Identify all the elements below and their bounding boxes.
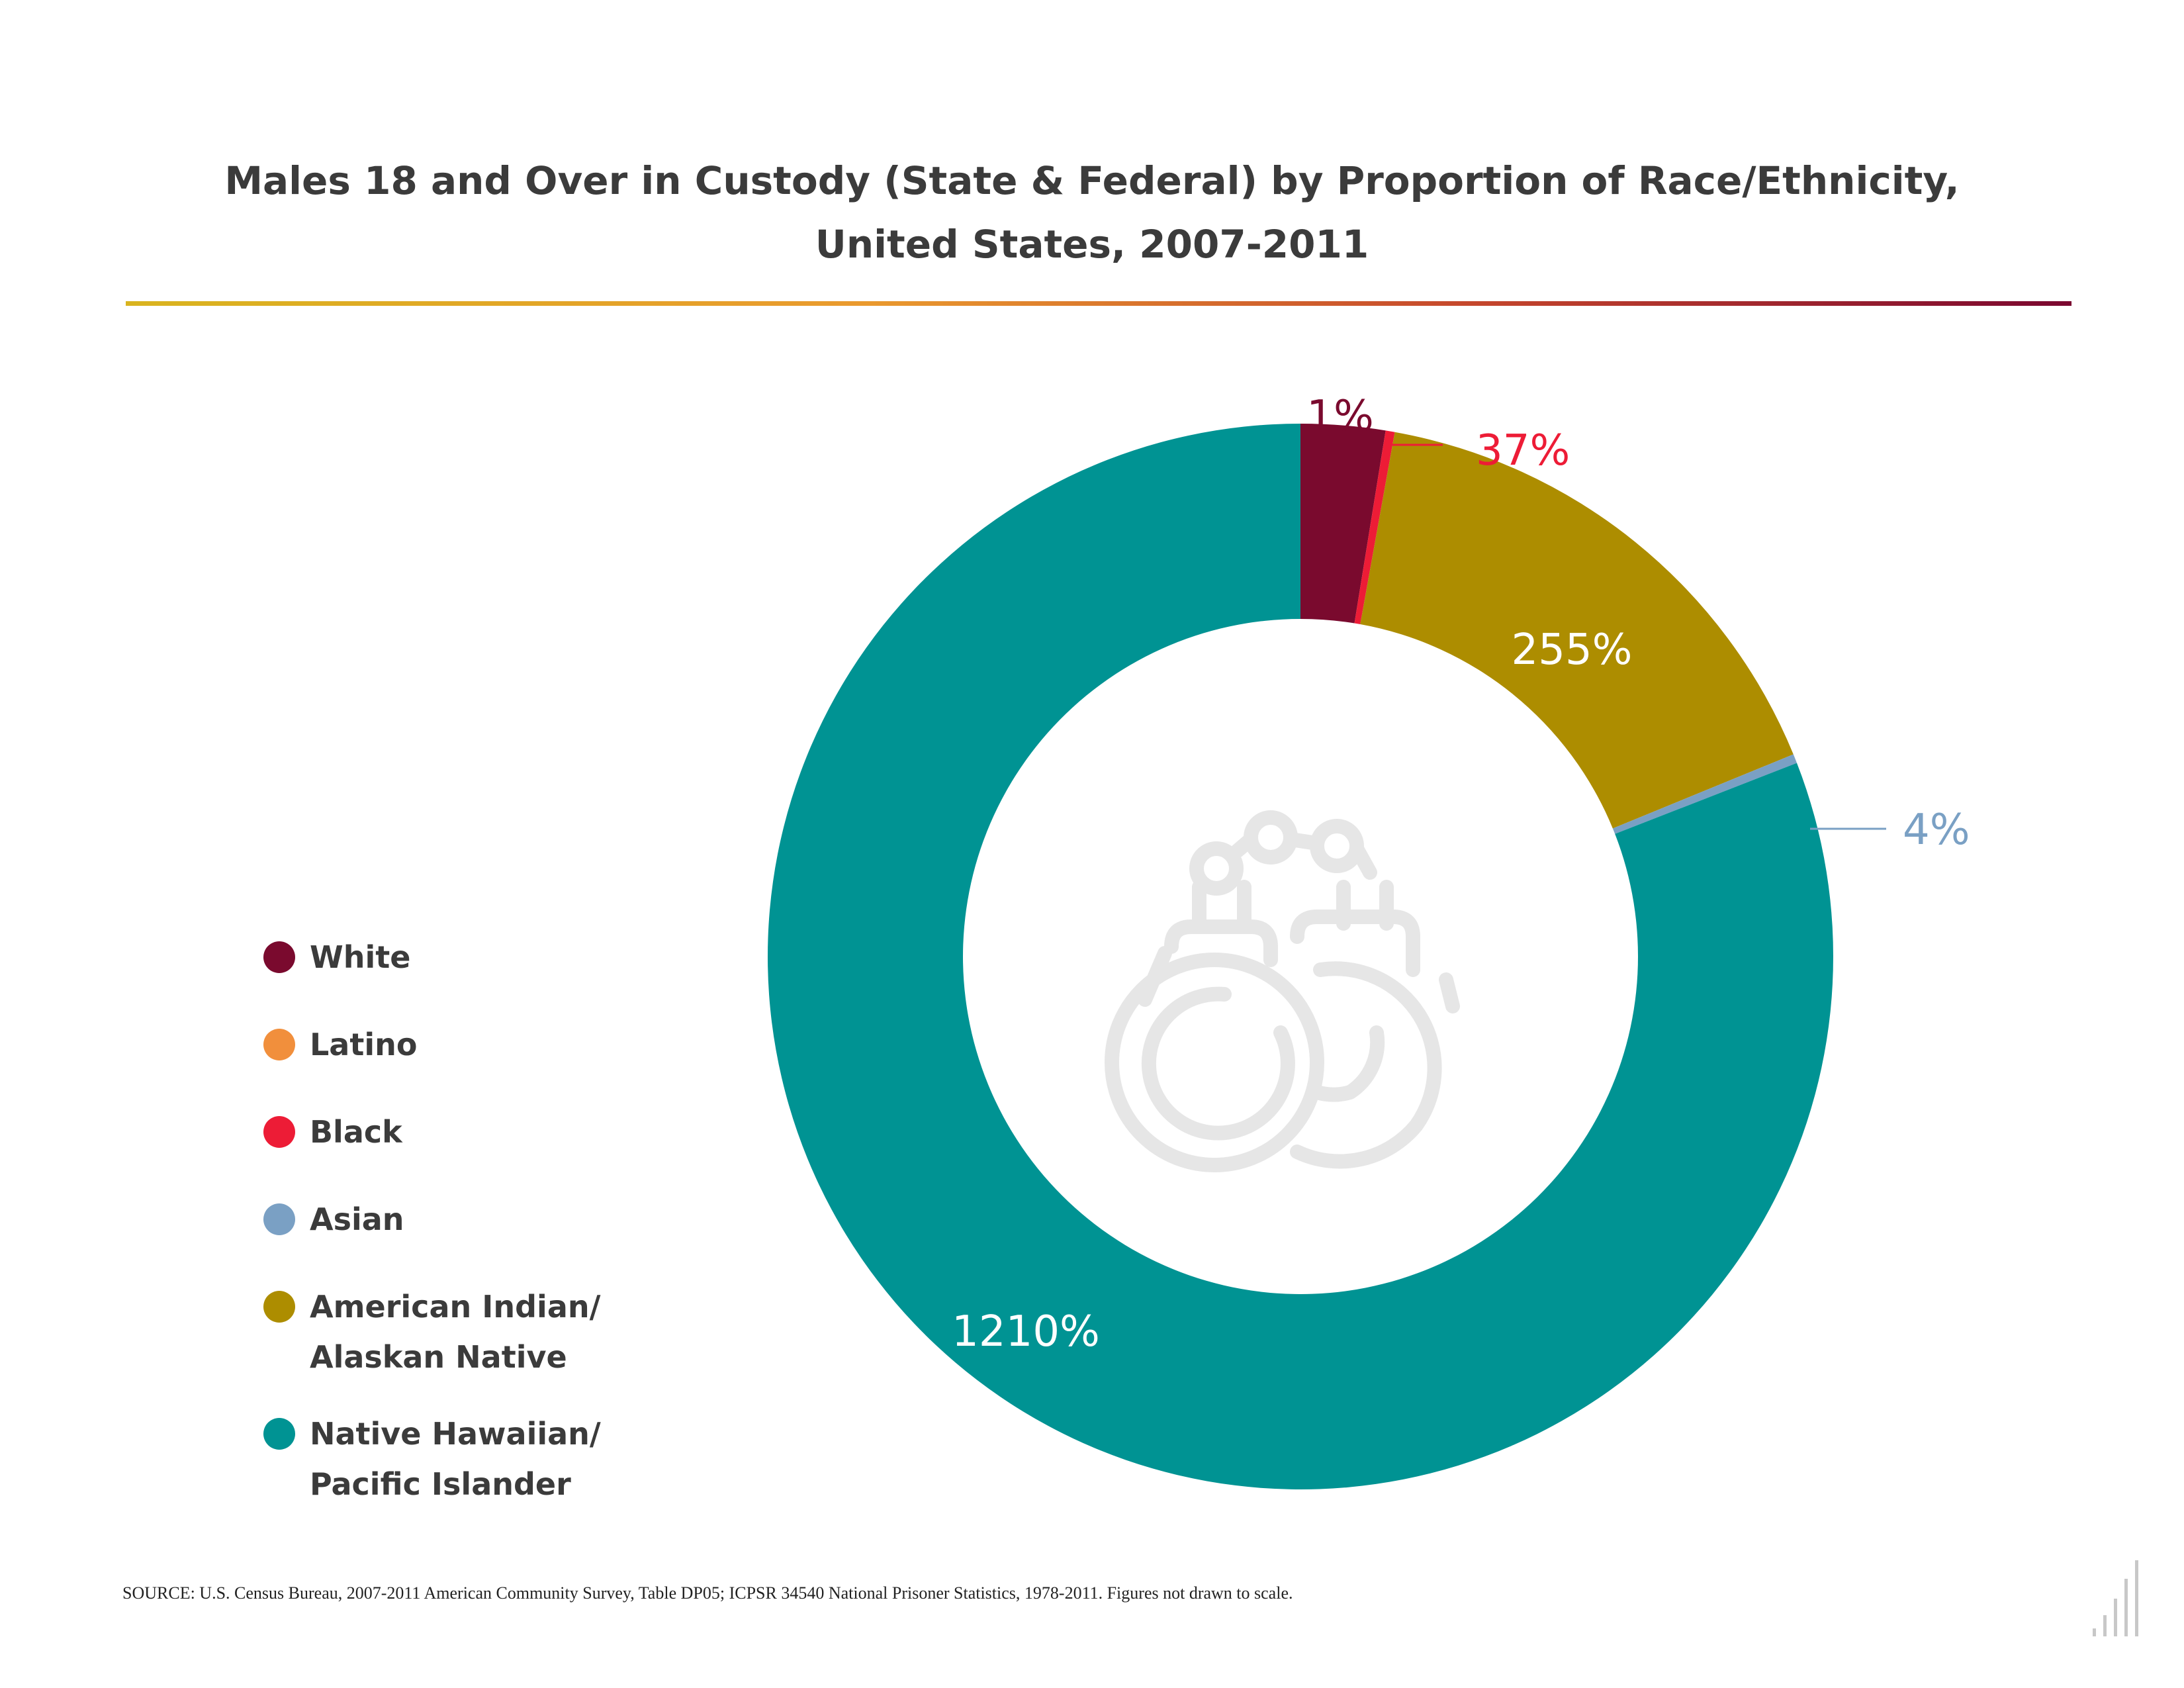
- legend-swatch: [263, 941, 295, 973]
- legend-label: Asian: [310, 1201, 404, 1237]
- legend-swatch: [263, 1203, 295, 1235]
- slice-american-indian-alaskan-native: [1360, 432, 1794, 829]
- handcuffs-icon: [1105, 810, 1460, 1172]
- legend-label: Latino: [310, 1027, 418, 1062]
- slice-white: [1300, 424, 1386, 624]
- legend-swatch: [263, 1291, 295, 1323]
- legend-label: Black: [310, 1114, 402, 1150]
- slice-label: 255%: [1512, 626, 1633, 675]
- title-divider: [126, 301, 2071, 306]
- legend-label: Native Hawaiian/Pacific Islander: [310, 1416, 601, 1502]
- chart-title-line-2: United States, 2007-2011: [815, 222, 1369, 267]
- slice-native-hawaiian-pacific-islander: [768, 424, 1833, 1489]
- bar-logo-icon: [2093, 1560, 2138, 1636]
- slice-label: 37%: [1476, 426, 1570, 475]
- slice-label: 4%: [1903, 806, 1970, 855]
- donut-slices: [768, 424, 1833, 1489]
- source-note: SOURCE: U.S. Census Bureau, 2007-2011 Am…: [122, 1583, 1293, 1603]
- slice-black: [1354, 430, 1395, 625]
- slice-label: 1210%: [952, 1307, 1100, 1356]
- slice-labels: 1% 37% 255% 4% 1210%: [952, 392, 1970, 1356]
- chart-title-line-1: Males 18 and Over in Custody (State & Fe…: [224, 158, 1960, 203]
- legend-swatch: [263, 1418, 295, 1450]
- leader-lines: [1337, 442, 1886, 830]
- legend-label: White: [310, 939, 411, 975]
- legend-swatch: [263, 1029, 295, 1060]
- slice-label: 1%: [1306, 392, 1374, 441]
- legend-swatch: [263, 1116, 295, 1148]
- slice-asian: [1612, 754, 1797, 834]
- legend-label: American Indian/Alaskan Native: [310, 1289, 601, 1375]
- chart-title: Males 18 and Over in Custody (State & Fe…: [0, 149, 2184, 276]
